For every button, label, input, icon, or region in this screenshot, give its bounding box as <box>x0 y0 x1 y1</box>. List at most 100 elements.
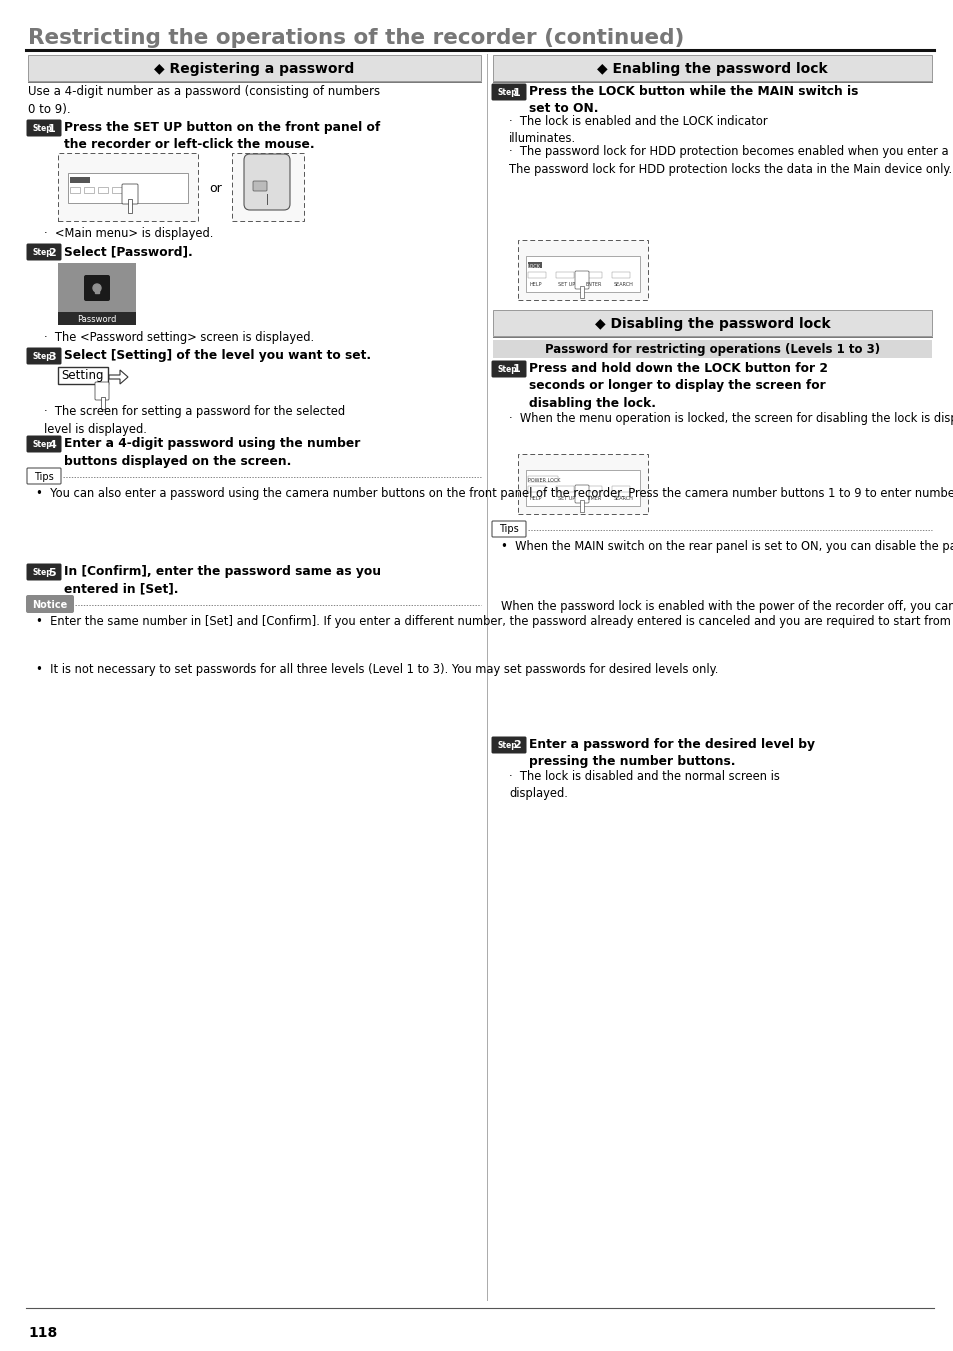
Text: Step: Step <box>33 124 52 132</box>
Bar <box>493 55 931 81</box>
Bar <box>556 272 574 278</box>
Bar <box>493 340 931 358</box>
Text: Password for restricting operations (Levels 1 to 3): Password for restricting operations (Lev… <box>544 343 879 357</box>
FancyBboxPatch shape <box>491 736 526 754</box>
FancyBboxPatch shape <box>27 347 61 365</box>
Bar <box>112 186 122 193</box>
Text: HELP: HELP <box>530 496 542 501</box>
Text: Step: Step <box>497 88 517 97</box>
FancyBboxPatch shape <box>122 184 138 204</box>
FancyBboxPatch shape <box>244 154 290 209</box>
Bar <box>583 486 601 492</box>
Text: 1: 1 <box>48 123 56 134</box>
Text: Press the LOCK button while the MAIN switch is
set to ON.: Press the LOCK button while the MAIN swi… <box>529 85 858 115</box>
Text: Setting: Setting <box>62 369 104 382</box>
Bar <box>68 173 188 203</box>
Text: 1: 1 <box>513 365 520 374</box>
Bar <box>232 153 304 222</box>
Text: ·  The lock is disabled and the normal screen is
displayed.: · The lock is disabled and the normal sc… <box>509 770 779 801</box>
Text: Step: Step <box>497 740 517 750</box>
Bar <box>98 186 108 193</box>
Text: Step: Step <box>33 249 52 257</box>
Text: 2: 2 <box>48 247 56 258</box>
FancyBboxPatch shape <box>492 521 525 536</box>
FancyBboxPatch shape <box>253 181 267 190</box>
Text: ·  When the menu operation is locked, the screen for disabling the lock is displ: · When the menu operation is locked, the… <box>509 412 953 426</box>
Bar <box>612 486 629 492</box>
Text: TIMER: TIMER <box>585 496 600 501</box>
FancyBboxPatch shape <box>575 272 588 289</box>
Text: ◆ Registering a password: ◆ Registering a password <box>154 62 355 76</box>
Text: Enter a 4-digit password using the number
buttons displayed on the screen.: Enter a 4-digit password using the numbe… <box>64 436 360 467</box>
Text: 118: 118 <box>28 1325 57 1340</box>
FancyBboxPatch shape <box>26 594 74 613</box>
Bar <box>58 263 136 326</box>
Text: Step: Step <box>497 365 517 374</box>
Bar <box>70 177 90 182</box>
Text: •  Enter the same number in [Set] and [Confirm]. If you enter a different number: • Enter the same number in [Set] and [Co… <box>36 615 953 628</box>
Text: Select [Password].: Select [Password]. <box>64 245 193 258</box>
Text: Press and hold down the LOCK button for 2
seconds or longer to display the scree: Press and hold down the LOCK button for … <box>529 362 827 409</box>
Text: 5: 5 <box>49 567 56 577</box>
Text: SEARCH: SEARCH <box>614 282 633 286</box>
Text: ·  The screen for setting a password for the selected
level is displayed.: · The screen for setting a password for … <box>44 405 345 435</box>
Circle shape <box>92 284 101 292</box>
FancyBboxPatch shape <box>27 119 61 136</box>
Text: •  You can also enter a password using the camera number buttons on the front pa: • You can also enter a password using th… <box>36 486 953 500</box>
Bar <box>527 272 545 278</box>
Bar <box>95 288 99 293</box>
Bar <box>517 454 647 513</box>
FancyBboxPatch shape <box>27 563 61 581</box>
Text: ·  The password lock for HDD protection becomes enabled when you enter a passwor: · The password lock for HDD protection b… <box>509 145 953 176</box>
FancyBboxPatch shape <box>84 276 110 301</box>
Text: ·  The <Password setting> screen is displayed.: · The <Password setting> screen is displ… <box>44 331 314 345</box>
FancyBboxPatch shape <box>27 467 61 484</box>
Text: Tips: Tips <box>498 524 518 535</box>
Bar <box>58 367 108 384</box>
Text: •  When the MAIN switch on the rear panel is set to ON, you can disable the pass: • When the MAIN switch on the rear panel… <box>500 540 953 553</box>
Text: ◆ Disabling the password lock: ◆ Disabling the password lock <box>594 317 829 331</box>
Bar <box>58 312 136 326</box>
Text: SEARCH: SEARCH <box>614 496 633 501</box>
Text: 3: 3 <box>49 351 56 362</box>
Text: Use a 4-digit number as a password (consisting of numbers
0 to 9).: Use a 4-digit number as a password (cons… <box>28 85 379 115</box>
Text: or: or <box>210 182 222 196</box>
Text: Restricting the operations of the recorder (continued): Restricting the operations of the record… <box>28 28 683 49</box>
Text: POWER LOCK: POWER LOCK <box>527 478 560 484</box>
Bar <box>28 55 480 81</box>
Bar <box>58 153 198 222</box>
Text: When the password lock is enabled with the power of the recorder off, you can di: When the password lock is enabled with t… <box>500 600 953 613</box>
Polygon shape <box>109 370 128 384</box>
Bar <box>101 397 105 409</box>
Text: Press the SET UP button on the front panel of
the recorder or left-click the mou: Press the SET UP button on the front pan… <box>64 122 380 151</box>
Text: Tips: Tips <box>34 471 53 481</box>
Bar <box>525 470 639 507</box>
Text: Password: Password <box>77 315 116 323</box>
Bar <box>579 500 583 512</box>
Bar <box>70 186 80 193</box>
Text: 1: 1 <box>513 88 520 97</box>
FancyBboxPatch shape <box>491 361 526 377</box>
Text: ENTER: ENTER <box>585 282 601 286</box>
Text: 4: 4 <box>48 439 56 450</box>
Text: Notice: Notice <box>32 600 68 609</box>
Text: SET UP: SET UP <box>558 496 575 501</box>
Text: Step: Step <box>33 567 52 577</box>
Bar <box>612 272 629 278</box>
Text: SET UP: SET UP <box>558 282 575 286</box>
FancyBboxPatch shape <box>27 435 61 453</box>
Bar <box>579 286 583 299</box>
Text: ·  The lock is enabled and the LOCK indicator
illuminates.: · The lock is enabled and the LOCK indic… <box>509 115 767 146</box>
Bar <box>556 486 574 492</box>
FancyBboxPatch shape <box>575 485 588 503</box>
FancyBboxPatch shape <box>491 84 526 100</box>
Bar <box>525 255 639 292</box>
Text: HELP: HELP <box>530 282 542 286</box>
Bar <box>493 309 931 336</box>
Bar <box>517 240 647 300</box>
Bar <box>84 186 94 193</box>
Bar <box>128 199 132 213</box>
Bar <box>527 262 541 267</box>
FancyBboxPatch shape <box>27 243 61 261</box>
Text: ·  <Main menu> is displayed.: · <Main menu> is displayed. <box>44 227 213 240</box>
